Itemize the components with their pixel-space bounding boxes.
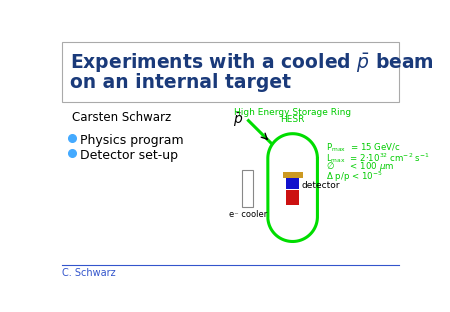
Bar: [242, 170, 253, 207]
Text: e⁻ cooler: e⁻ cooler: [229, 210, 267, 219]
Bar: [287, 190, 299, 205]
Text: Experiments with a cooled $\bar{p}$ beam: Experiments with a cooled $\bar{p}$ beam: [70, 51, 434, 74]
Text: detector: detector: [302, 181, 341, 190]
Text: on an internal target: on an internal target: [70, 73, 291, 92]
Bar: [283, 172, 303, 178]
Text: $\Delta$ p/p < 10$^{-5}$: $\Delta$ p/p < 10$^{-5}$: [326, 169, 382, 183]
Text: P$_{\mathregular{max}}$  = 15 GeV/c: P$_{\mathregular{max}}$ = 15 GeV/c: [326, 141, 401, 154]
Text: Carsten Schwarz: Carsten Schwarz: [72, 110, 171, 124]
Text: Detector set-up: Detector set-up: [80, 149, 177, 163]
Text: High Energy Storage Ring: High Energy Storage Ring: [234, 108, 351, 117]
Bar: [287, 178, 299, 189]
Text: Physics program: Physics program: [80, 134, 183, 147]
Text: $\bar{p}$: $\bar{p}$: [233, 111, 243, 129]
Text: L$_{\mathregular{max}}$  = 2$\cdot$10$^{32}$ cm$^{-2}$ s$^{-1}$: L$_{\mathregular{max}}$ = 2$\cdot$10$^{3…: [326, 151, 430, 164]
FancyBboxPatch shape: [63, 42, 399, 102]
Text: HESR: HESR: [280, 115, 305, 124]
Text: C. Schwarz: C. Schwarz: [63, 268, 116, 278]
Text: $\emptyset$      < 100 $\mu$m: $\emptyset$ < 100 $\mu$m: [326, 160, 394, 173]
